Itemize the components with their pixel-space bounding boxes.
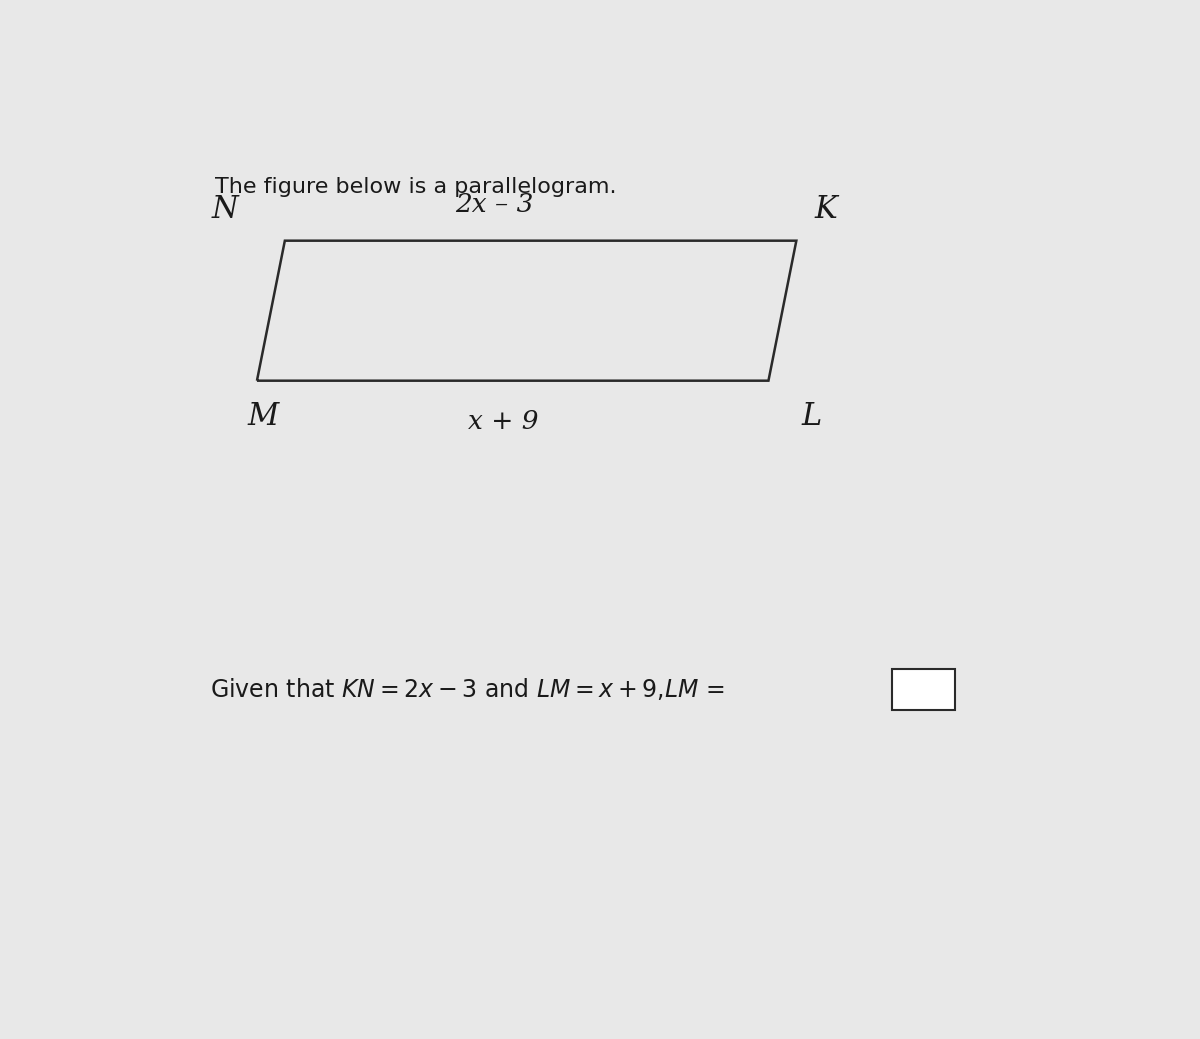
Text: x + 9: x + 9 xyxy=(468,408,539,433)
Text: 2x – 3: 2x – 3 xyxy=(455,191,533,217)
Text: Given that $KN = 2x - 3$ and $LM = x + 9$,$LM$ =: Given that $KN = 2x - 3$ and $LM = x + 9… xyxy=(210,675,725,701)
Text: M: M xyxy=(247,401,278,431)
Text: The figure below is a parallelogram.: The figure below is a parallelogram. xyxy=(215,177,617,196)
Text: K: K xyxy=(815,193,838,224)
Text: L: L xyxy=(802,401,821,431)
Text: N: N xyxy=(211,193,239,224)
FancyBboxPatch shape xyxy=(892,669,955,711)
